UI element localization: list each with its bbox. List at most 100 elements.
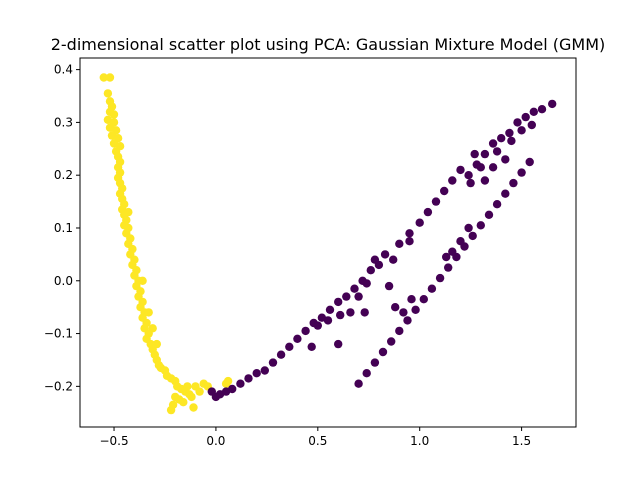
data-point-series-1 xyxy=(268,358,278,367)
x-axis: −0.5 0.0 0.5 1.0 1.5 xyxy=(99,427,531,448)
x-tick-label: 1.0 xyxy=(410,434,429,448)
data-point-series-1 xyxy=(325,305,335,314)
data-point-series-1 xyxy=(480,149,490,159)
data-point-series-1 xyxy=(464,223,473,233)
data-point-series-1 xyxy=(476,221,485,230)
data-point-series-0 xyxy=(105,107,115,117)
data-point-series-0 xyxy=(148,324,157,333)
data-point-series-1 xyxy=(548,99,557,109)
data-point-series-1 xyxy=(509,178,518,188)
data-point-series-1 xyxy=(336,310,345,320)
data-point-series-1 xyxy=(395,326,404,336)
data-point-series-1 xyxy=(362,369,371,378)
data-point-series-1 xyxy=(399,308,408,317)
data-point-series-1 xyxy=(507,136,516,146)
plot-frame xyxy=(79,57,577,428)
y-tick-label: −0.1 xyxy=(44,327,73,341)
data-point-series-1 xyxy=(389,255,398,264)
data-point-series-1 xyxy=(362,279,371,288)
data-point-series-1 xyxy=(476,163,485,172)
data-point-series-1 xyxy=(334,339,343,349)
data-point-series-1 xyxy=(527,120,536,130)
data-point-series-1 xyxy=(427,284,437,293)
y-tick-label: −0.2 xyxy=(44,379,73,393)
data-point-series-1 xyxy=(342,292,351,301)
data-point-series-1 xyxy=(468,231,477,241)
data-point-series-1 xyxy=(301,326,310,336)
data-point-series-1 xyxy=(423,207,433,217)
data-point-series-0 xyxy=(183,382,192,391)
data-point-series-1 xyxy=(276,350,286,359)
data-point-series-1 xyxy=(521,112,530,122)
data-point-series-1 xyxy=(405,229,414,238)
data-point-series-0 xyxy=(99,73,109,82)
data-point-series-1 xyxy=(313,321,322,330)
data-point-series-1 xyxy=(395,239,404,248)
data-point-series-1 xyxy=(323,316,333,325)
data-point-series-1 xyxy=(501,155,510,164)
data-point-series-1 xyxy=(488,163,498,172)
data-point-series-0 xyxy=(187,392,196,402)
data-point-series-1 xyxy=(380,250,390,259)
data-point-series-1 xyxy=(448,247,457,256)
y-tick-label: 0.0 xyxy=(54,274,73,288)
data-point-series-1 xyxy=(285,342,294,351)
data-point-series-0 xyxy=(124,207,133,217)
data-point-series-0 xyxy=(144,308,153,317)
data-point-series-1 xyxy=(411,305,420,314)
data-point-series-1 xyxy=(405,237,414,246)
data-point-series-1 xyxy=(444,263,453,272)
data-point-series-1 xyxy=(307,342,316,351)
data-point-series-1 xyxy=(505,128,514,138)
data-point-series-1 xyxy=(354,379,363,388)
chart-title: 2-dimensional scatter plot using PCA: Ga… xyxy=(51,35,606,54)
data-point-series-1 xyxy=(260,366,269,375)
data-point-series-1 xyxy=(480,176,490,185)
y-tick-label: 0.4 xyxy=(54,63,73,77)
data-point-series-1 xyxy=(370,255,380,264)
data-point-series-1 xyxy=(366,266,375,275)
data-point-series-1 xyxy=(525,157,534,167)
data-point-series-1 xyxy=(387,337,396,346)
data-point-series-1 xyxy=(431,197,441,206)
plot-area-background xyxy=(80,58,576,427)
data-point-series-1 xyxy=(537,105,547,114)
data-point-series-1 xyxy=(370,358,380,367)
data-point-series-1 xyxy=(501,189,510,198)
data-point-series-0 xyxy=(179,398,188,407)
data-point-series-1 xyxy=(391,303,400,312)
y-tick-label: 0.3 xyxy=(54,115,73,129)
data-point-series-1 xyxy=(403,316,412,325)
data-point-series-1 xyxy=(440,186,449,196)
data-point-series-1 xyxy=(517,126,526,135)
data-point-series-1 xyxy=(529,107,538,117)
data-point-series-1 xyxy=(456,237,465,246)
data-point-series-1 xyxy=(456,165,465,175)
data-point-series-0 xyxy=(223,376,233,386)
data-point-series-1 xyxy=(448,176,457,185)
data-point-series-1 xyxy=(419,295,428,304)
data-point-series-1 xyxy=(293,334,302,343)
data-point-series-0 xyxy=(105,73,115,82)
data-point-series-1 xyxy=(384,281,394,291)
data-point-series-1 xyxy=(407,295,416,304)
data-point-series-1 xyxy=(466,178,475,188)
data-point-series-0 xyxy=(166,405,176,415)
data-point-series-1 xyxy=(252,369,261,378)
data-point-series-1 xyxy=(244,374,253,383)
data-point-series-1 xyxy=(517,168,526,177)
data-point-series-1 xyxy=(228,384,237,394)
data-point-series-1 xyxy=(492,200,502,209)
data-point-series-1 xyxy=(470,149,479,159)
data-point-series-1 xyxy=(513,118,522,127)
data-point-series-1 xyxy=(442,252,451,262)
data-point-series-1 xyxy=(236,379,245,388)
data-point-series-1 xyxy=(360,308,369,317)
data-point-series-1 xyxy=(378,347,388,357)
y-tick-label: 0.2 xyxy=(54,168,73,182)
data-point-series-1 xyxy=(435,273,445,283)
data-point-series-1 xyxy=(346,308,355,317)
data-point-series-0 xyxy=(189,403,198,412)
x-tick-label: 0.0 xyxy=(206,434,225,448)
